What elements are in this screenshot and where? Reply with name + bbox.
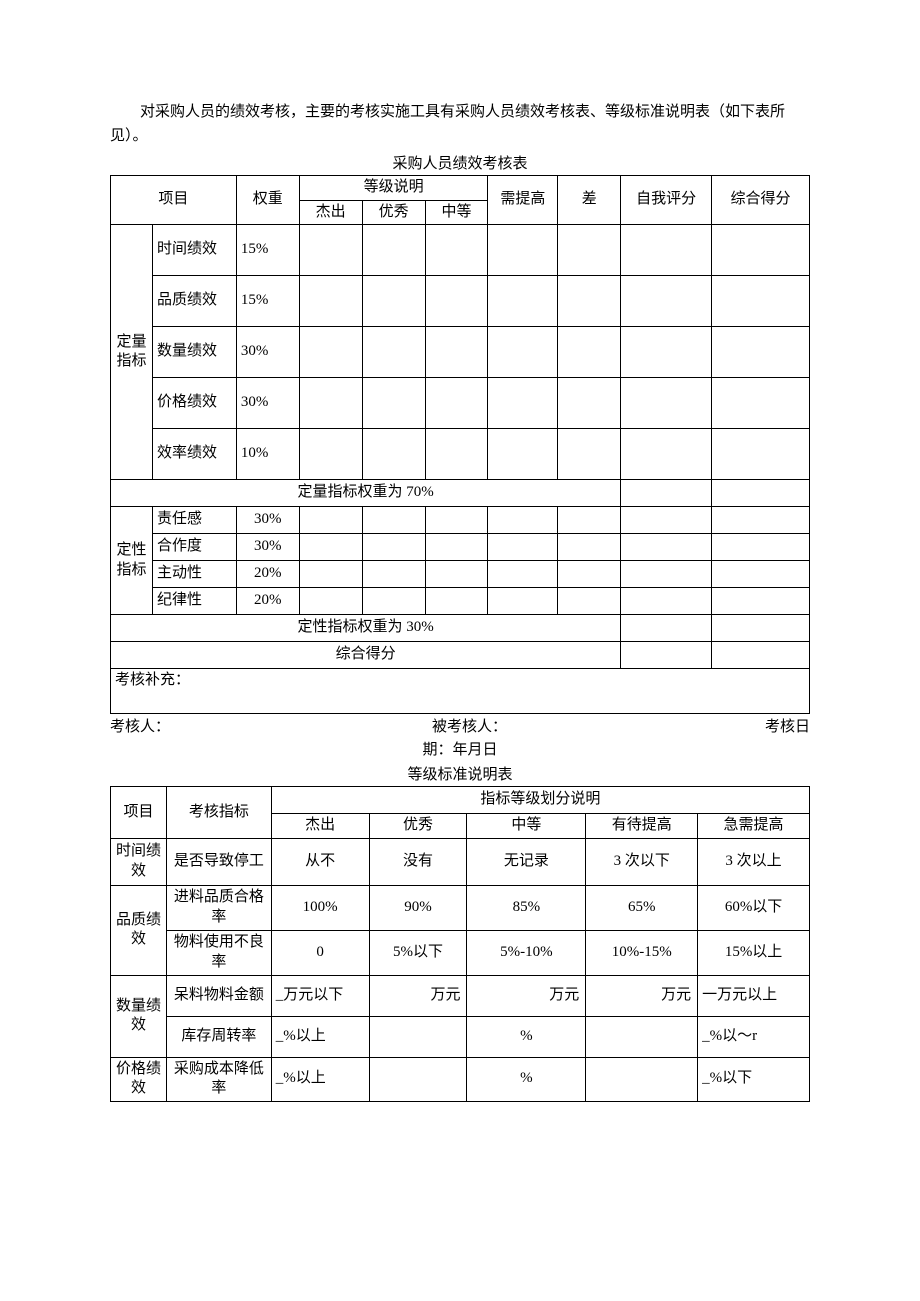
t2-metric: 进料品质合格率 — [166, 885, 271, 930]
quant-row-weight: 15% — [236, 225, 299, 276]
t2-cell: 3 次以上 — [698, 838, 810, 885]
qual-row-name: 责任感 — [152, 507, 236, 534]
t2-cell: 60%以下 — [698, 885, 810, 930]
t2-cell: % — [467, 1016, 586, 1057]
hdr-level-2: 中等 — [425, 200, 488, 225]
t2-cell — [586, 1016, 698, 1057]
t2-metric: 物料使用不良率 — [166, 930, 271, 975]
t2-cell: 90% — [369, 885, 467, 930]
t2-hdr-l1: 优秀 — [369, 814, 467, 839]
table1-title: 采购人员绩效考核表 — [110, 152, 810, 173]
t2-cell: 0 — [271, 930, 369, 975]
t2-cell: 万元 — [467, 975, 586, 1016]
t2-hdr-l0: 杰出 — [271, 814, 369, 839]
quant-row-name: 品质绩效 — [152, 276, 236, 327]
level-table: 项目 考核指标 指标等级划分说明 杰出 优秀 中等 有待提高 急需提高 时间绩效… — [110, 786, 810, 1102]
t2-cell: 15%以上 — [698, 930, 810, 975]
quant-row-name: 效率绩效 — [152, 429, 236, 480]
t2-cell: _万元以下 — [271, 975, 369, 1016]
t2-cell: 从不 — [271, 838, 369, 885]
hdr-leveldesc: 等级说明 — [299, 176, 488, 201]
qual-row-name: 纪律性 — [152, 588, 236, 615]
quant-row-weight: 30% — [236, 327, 299, 378]
t2-cell: 100% — [271, 885, 369, 930]
signature-block: 考核人： 被考核人： 考核日 期：年月日 — [110, 716, 810, 761]
hdr-level-3: 需提高 — [488, 176, 558, 225]
quant-group: 定量指标 — [111, 225, 153, 480]
quant-row-weight: 10% — [236, 429, 299, 480]
t2-cell: _%以～r — [698, 1016, 810, 1057]
t2-group: 品质绩效 — [111, 885, 167, 975]
quant-row-name: 数量绩效 — [152, 327, 236, 378]
t2-hdr-metric: 考核指标 — [166, 787, 271, 839]
t2-cell — [369, 1057, 467, 1101]
performance-table: 项目 权重 等级说明 需提高 差 自我评分 综合得分 杰出 优秀 中等 定量指标… — [110, 175, 810, 714]
quant-row-weight: 30% — [236, 378, 299, 429]
t2-cell — [369, 1016, 467, 1057]
t2-metric: 采购成本降低率 — [166, 1057, 271, 1101]
t2-cell: 5%-10% — [467, 930, 586, 975]
t2-cell: 85% — [467, 885, 586, 930]
quant-note: 定量指标权重为 70% — [111, 480, 621, 507]
t2-cell: 没有 — [369, 838, 467, 885]
quant-row-name: 时间绩效 — [152, 225, 236, 276]
t2-metric: 是否导致停工 — [166, 838, 271, 885]
qual-row-weight: 20% — [236, 588, 299, 615]
qual-row-name: 主动性 — [152, 561, 236, 588]
t2-cell: 无记录 — [467, 838, 586, 885]
t2-group: 时间绩效 — [111, 838, 167, 885]
t2-hdr-l3: 有待提高 — [586, 814, 698, 839]
total-label: 综合得分 — [111, 642, 621, 669]
quant-row-weight: 15% — [236, 276, 299, 327]
qual-note: 定性指标权重为 30% — [111, 615, 621, 642]
table2-title: 等级标准说明表 — [110, 763, 810, 784]
t2-cell: _%以上 — [271, 1057, 369, 1101]
hdr-level-1: 优秀 — [362, 200, 425, 225]
t2-hdr-project: 项目 — [111, 787, 167, 839]
t2-cell — [586, 1057, 698, 1101]
t2-cell: 5%以下 — [369, 930, 467, 975]
hdr-weight: 权重 — [236, 176, 299, 225]
qual-row-name: 合作度 — [152, 534, 236, 561]
qual-group: 定性指标 — [111, 507, 153, 615]
qual-row-weight: 30% — [236, 507, 299, 534]
t2-group: 数量绩效 — [111, 975, 167, 1057]
qual-row-weight: 30% — [236, 534, 299, 561]
t2-cell: 3 次以下 — [586, 838, 698, 885]
date-label: 考核日 — [684, 716, 810, 739]
t2-group: 价格绩效 — [111, 1057, 167, 1101]
hdr-level-4: 差 — [558, 176, 621, 225]
assessee-label: 被考核人： — [432, 716, 684, 739]
t2-hdr-l2: 中等 — [467, 814, 586, 839]
t2-cell: 万元 — [369, 975, 467, 1016]
t2-cell: 10%-15% — [586, 930, 698, 975]
quant-row-name: 价格绩效 — [152, 378, 236, 429]
t2-cell: _%以下 — [698, 1057, 810, 1101]
intro-paragraph: 对采购人员的绩效考核，主要的考核实施工具有采购人员绩效考核表、等级标准说明表（如… — [110, 100, 810, 148]
hdr-level-0: 杰出 — [299, 200, 362, 225]
t2-hdr-leveldesc: 指标等级划分说明 — [271, 787, 809, 814]
t2-cell: 一万元以上 — [698, 975, 810, 1016]
t2-metric: 呆料物料金额 — [166, 975, 271, 1016]
hdr-project: 项目 — [111, 176, 237, 225]
supplement: 考核补充： — [111, 669, 810, 714]
t2-hdr-l4: 急需提高 — [698, 814, 810, 839]
t2-cell: _%以上 — [271, 1016, 369, 1057]
hdr-self: 自我评分 — [621, 176, 712, 225]
date-line: 期：年月日 — [110, 739, 810, 762]
t2-cell: % — [467, 1057, 586, 1101]
hdr-total: 综合得分 — [712, 176, 810, 225]
t2-cell: 65% — [586, 885, 698, 930]
t2-metric: 库存周转率 — [166, 1016, 271, 1057]
qual-row-weight: 20% — [236, 561, 299, 588]
t2-cell: 万元 — [586, 975, 698, 1016]
assessor-label: 考核人： — [110, 716, 432, 739]
